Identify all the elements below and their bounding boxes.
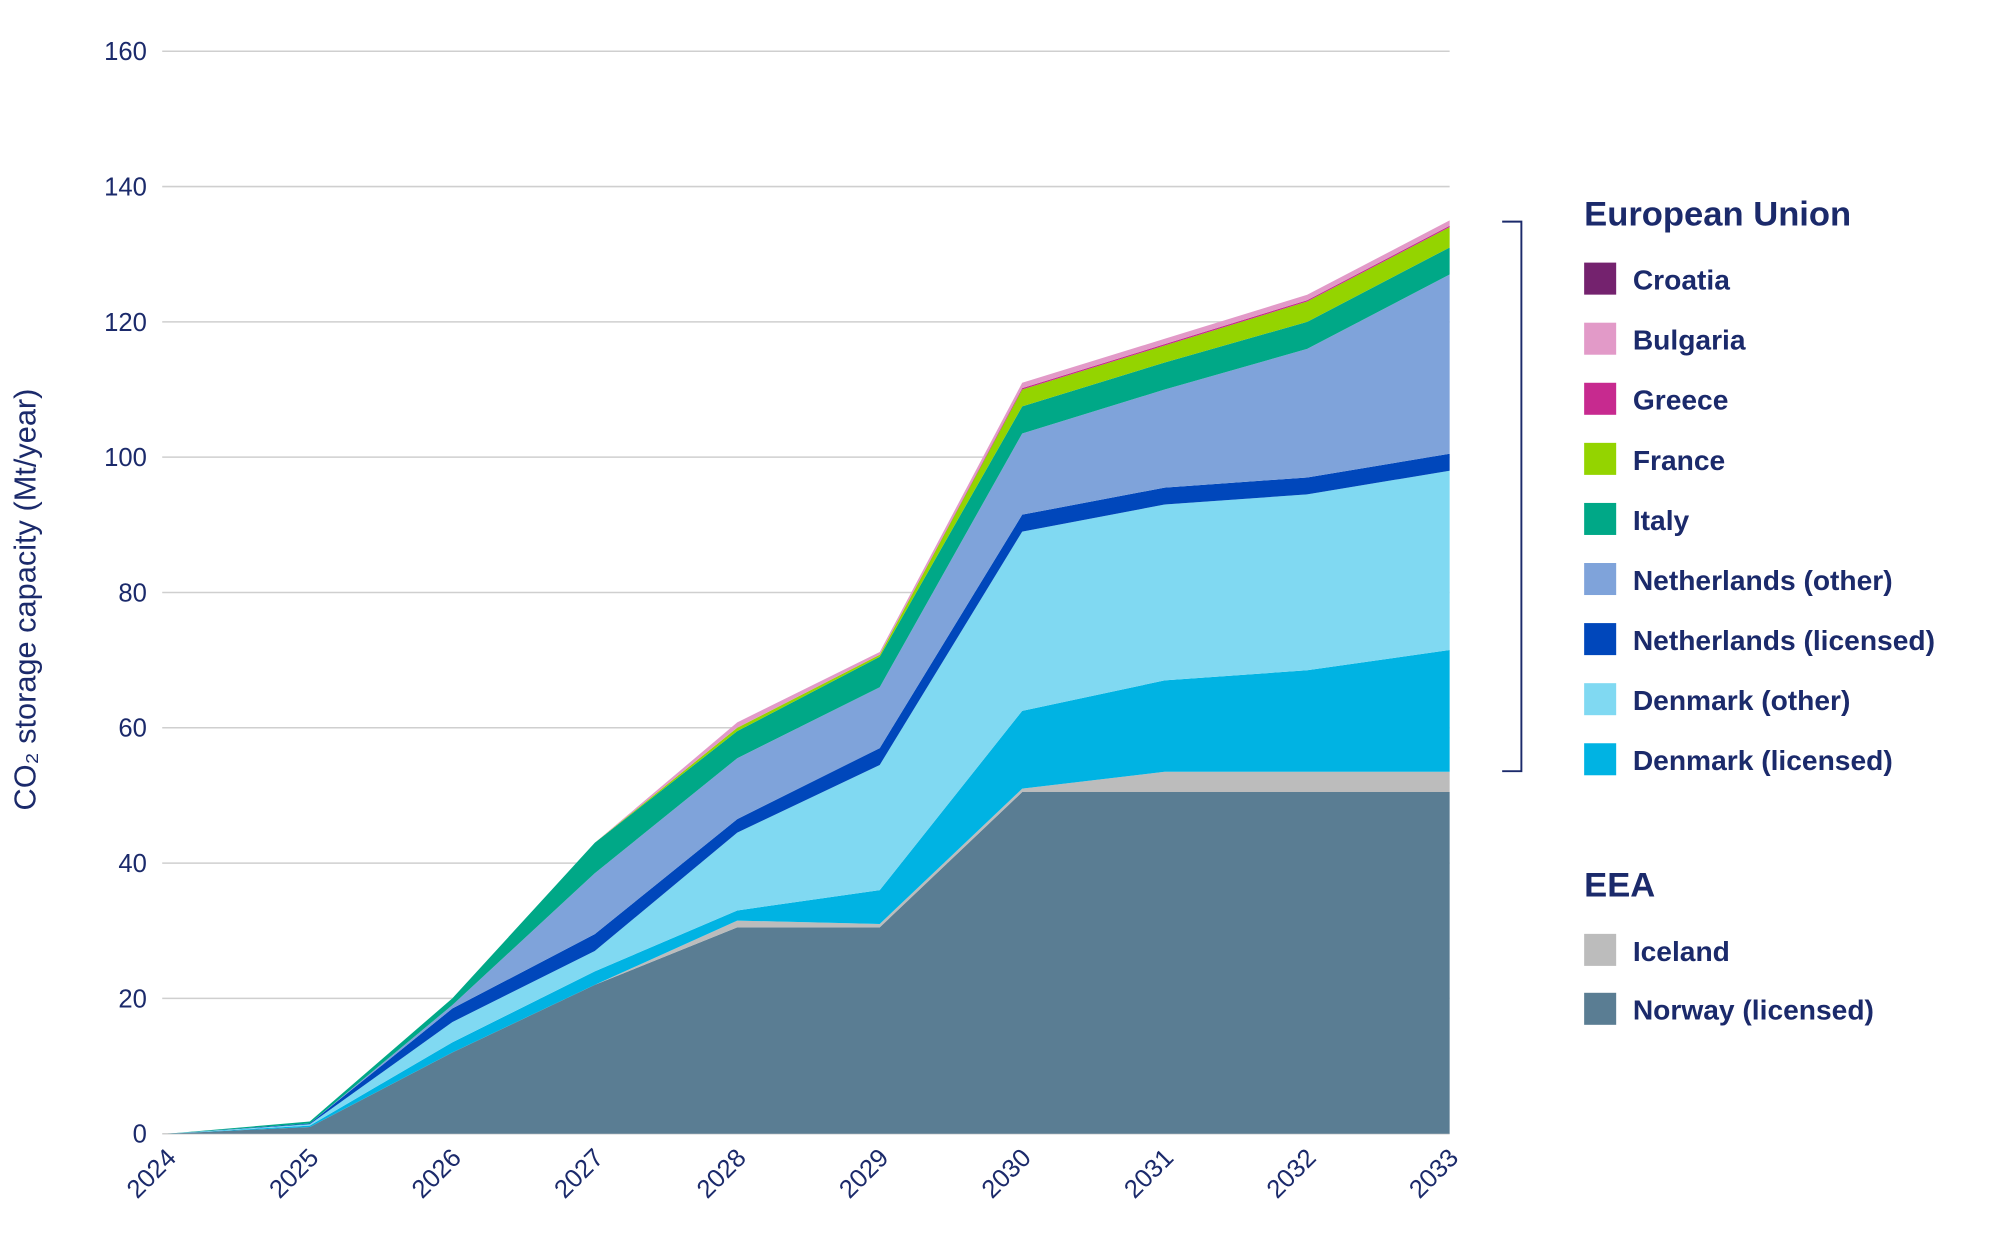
legend-item-label: Denmark (licensed) xyxy=(1633,744,1893,776)
y-tick-label: 140 xyxy=(104,174,147,202)
y-tick-label: 20 xyxy=(118,985,147,1013)
x-tick-label: 2025 xyxy=(264,1144,324,1204)
legend-item-label: Netherlands (other) xyxy=(1633,564,1893,596)
y-tick-label: 40 xyxy=(118,850,147,878)
legend-group-title: EEA xyxy=(1584,867,1655,905)
legend-swatch xyxy=(1584,683,1617,716)
legend-item-label: Greece xyxy=(1633,384,1729,416)
legend-swatch xyxy=(1584,623,1617,656)
grid xyxy=(162,50,1450,1135)
x-axis: 2024 2025 2026 2027 2028 2029 2030 2031 2032 2033 xyxy=(122,1144,1464,1204)
legend-swatch xyxy=(1584,262,1617,295)
areas xyxy=(167,220,1450,1134)
x-tick-label: 2027 xyxy=(549,1144,609,1204)
x-tick-label: 2030 xyxy=(977,1144,1037,1204)
legend-swatch xyxy=(1584,743,1617,776)
legend-item-label: Italy xyxy=(1633,504,1690,536)
x-tick-label: 2029 xyxy=(834,1144,894,1204)
legend-swatch xyxy=(1584,382,1617,415)
legend-group-title: European Union xyxy=(1584,195,1851,233)
area-denmark-licensed xyxy=(167,649,1450,1134)
area-norway-licensed xyxy=(167,792,1450,1134)
legend-swatch xyxy=(1584,322,1617,355)
x-tick-label: 2033 xyxy=(1404,1144,1464,1204)
y-tick-label: 160 xyxy=(104,38,147,66)
legend-swatch xyxy=(1584,502,1617,535)
legend-item-label: Iceland xyxy=(1633,935,1730,967)
y-axis-label: CO₂ storage capacity (Mt/year) xyxy=(7,389,42,811)
eu-bracket xyxy=(1502,220,1523,773)
x-tick-label: 2031 xyxy=(1119,1144,1179,1204)
legend-item-label: Croatia xyxy=(1633,264,1730,296)
y-tick-label: 120 xyxy=(104,309,147,337)
y-tick-label: 0 xyxy=(133,1121,147,1149)
legend-item-label: France xyxy=(1633,444,1725,476)
y-axis: 0 20 40 60 80 100 120 140 160 xyxy=(104,38,147,1148)
legend-item-label: Netherlands (licensed) xyxy=(1633,624,1935,656)
legend-swatch xyxy=(1584,933,1617,966)
x-tick-label: 2028 xyxy=(692,1144,752,1204)
y-tick-label: 100 xyxy=(104,444,147,472)
legend: European Union Croatia Bulgaria Greece Franc… xyxy=(1584,195,1935,1026)
y-tick-label: 60 xyxy=(118,715,147,743)
legend-item-label: Norway (licensed) xyxy=(1633,994,1874,1026)
area-netherlands-other xyxy=(167,274,1450,1134)
legend-swatch xyxy=(1584,563,1617,596)
y-tick-label: 80 xyxy=(118,579,147,607)
x-tick-label: 2024 xyxy=(122,1144,182,1204)
legend-swatch xyxy=(1584,442,1617,475)
legend-item-label: Bulgaria xyxy=(1633,324,1746,356)
legend-item-label: Denmark (other) xyxy=(1633,684,1851,716)
area-italy xyxy=(167,247,1450,1134)
area-netherlands-licensed xyxy=(167,453,1450,1134)
legend-swatch xyxy=(1584,992,1617,1025)
x-tick-label: 2026 xyxy=(407,1144,467,1204)
area-denmark-other xyxy=(167,470,1450,1134)
x-tick-label: 2032 xyxy=(1262,1144,1322,1204)
